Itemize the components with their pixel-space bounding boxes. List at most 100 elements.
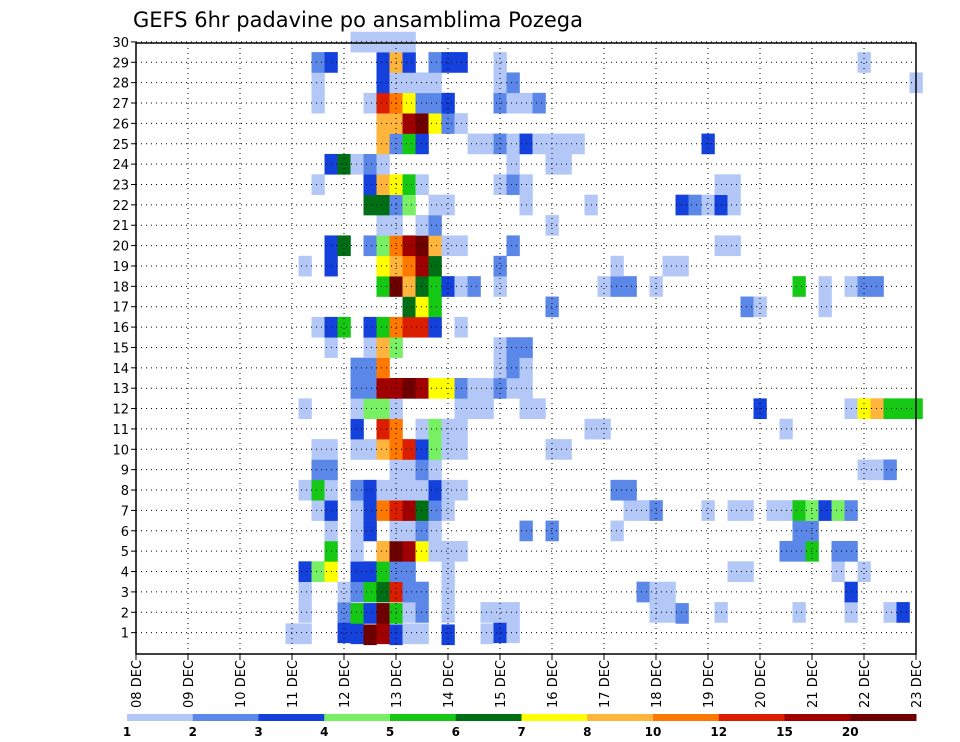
heatmap-cell	[402, 561, 416, 583]
y-tick-label: 21	[112, 219, 129, 234]
heatmap-cell	[298, 561, 312, 583]
y-tick-label: 22	[112, 199, 129, 214]
heatmap-cell	[805, 520, 819, 542]
colorbar-swatch	[850, 714, 917, 721]
heatmap-cell	[558, 439, 572, 460]
y-tick-label: 4	[121, 566, 129, 581]
heatmap-cell	[402, 439, 416, 460]
heatmap-cell	[506, 357, 520, 379]
heatmap-cell	[363, 439, 377, 460]
heatmap-cell	[298, 623, 312, 645]
heatmap-cell	[402, 113, 416, 134]
heatmap-cell	[441, 194, 455, 216]
heatmap-cell	[675, 194, 689, 216]
heatmap-cell	[506, 133, 520, 155]
grid-lines	[136, 41, 916, 654]
heatmap-cell	[402, 72, 416, 94]
heatmap-cell	[870, 398, 884, 420]
heatmap-cell	[428, 296, 442, 318]
heatmap-cell	[376, 581, 390, 603]
colorbar-label: 20	[842, 725, 859, 739]
heatmap-cell	[363, 316, 377, 338]
heatmap-cell	[298, 479, 312, 501]
x-tick-label: 11 DEC	[286, 660, 301, 708]
heatmap-cell	[428, 540, 442, 562]
y-tick-label: 2	[121, 606, 129, 621]
heatmap-cell	[311, 316, 325, 338]
heatmap-cell	[350, 378, 364, 399]
heatmap-cell	[428, 439, 442, 460]
heatmap-cell	[402, 255, 416, 277]
y-tick-label: 16	[112, 321, 129, 336]
heatmap-cell	[363, 357, 377, 379]
heatmap-cell	[402, 520, 416, 542]
y-tick-label: 17	[112, 301, 129, 316]
colorbar-label: 12	[710, 725, 727, 739]
heatmap-cell	[428, 479, 442, 501]
heatmap-cell	[493, 602, 507, 623]
heatmap-cell	[415, 174, 429, 195]
x-axis: 08 DEC 09 DEC 10 DEC 11 DEC 12 DEC 13 DEC 14 D…	[130, 654, 925, 708]
heatmap-cell	[571, 133, 585, 155]
heatmap-cell	[675, 603, 689, 624]
heatmap-cell	[415, 276, 429, 297]
y-tick-label: 11	[112, 423, 129, 438]
heatmap-cell	[350, 31, 364, 53]
heatmap-cell	[636, 500, 650, 521]
heatmap-cell	[441, 52, 455, 73]
x-tick-label: 21 DEC	[806, 660, 821, 708]
heatmap-cell	[792, 602, 806, 623]
colorbar-swatch	[258, 714, 325, 721]
heatmap-cell	[376, 113, 390, 134]
y-tick-label: 24	[112, 158, 129, 173]
heatmap-cell	[727, 500, 741, 521]
heatmap-cell	[402, 31, 416, 53]
heatmap-cell	[311, 174, 325, 195]
y-tick-label: 26	[112, 117, 129, 132]
heatmap-cell	[402, 276, 416, 297]
heatmap-cell	[428, 235, 442, 257]
heatmap-cell	[506, 235, 520, 257]
x-tick-label: 23 DEC	[910, 660, 925, 708]
heatmap-cell	[415, 623, 429, 645]
colorbar-label: 7	[517, 725, 525, 739]
heatmap-cell	[298, 398, 312, 420]
heatmap-cell	[428, 520, 442, 542]
heatmap-cell	[363, 153, 377, 175]
heatmap-cell	[727, 174, 741, 195]
colorbar-swatch	[587, 714, 654, 721]
heatmap-cell	[350, 603, 364, 624]
y-tick-label: 30	[112, 36, 129, 51]
heatmap-cell	[493, 174, 507, 195]
heatmap-cell	[818, 296, 832, 318]
heatmap-cell	[857, 459, 871, 481]
colorbar-label: 8	[583, 725, 591, 739]
heatmap-cell	[376, 174, 390, 195]
heatmap-cell	[896, 602, 910, 623]
x-tick-label: 20 DEC	[754, 660, 769, 708]
heatmap-cell	[558, 153, 572, 175]
y-tick-label: 6	[121, 525, 129, 540]
heatmap-cell	[363, 479, 377, 501]
heatmap-cell	[506, 337, 520, 358]
heatmap-cell	[363, 378, 377, 399]
heatmap-cell	[350, 439, 364, 460]
heatmap-cell	[363, 92, 377, 114]
heatmap-cell	[493, 337, 507, 358]
heatmap-cell	[402, 459, 416, 481]
heatmap-cell	[558, 133, 572, 155]
heatmap-cell	[402, 133, 416, 155]
heatmap-cell	[662, 602, 676, 623]
heatmap-cell	[831, 500, 845, 521]
y-tick-label: 8	[121, 484, 129, 499]
heatmap-cell	[402, 52, 416, 73]
heatmap-cell	[402, 602, 416, 623]
heatmap-cell	[428, 276, 442, 297]
heatmap-cell	[428, 316, 442, 338]
heatmap-cell	[415, 378, 429, 399]
heatmap-cell	[441, 561, 455, 583]
heatmap-cell	[415, 255, 429, 277]
heatmap-cell	[480, 602, 494, 623]
colorbar-label: 2	[189, 725, 197, 739]
heatmap-cell	[441, 439, 455, 460]
